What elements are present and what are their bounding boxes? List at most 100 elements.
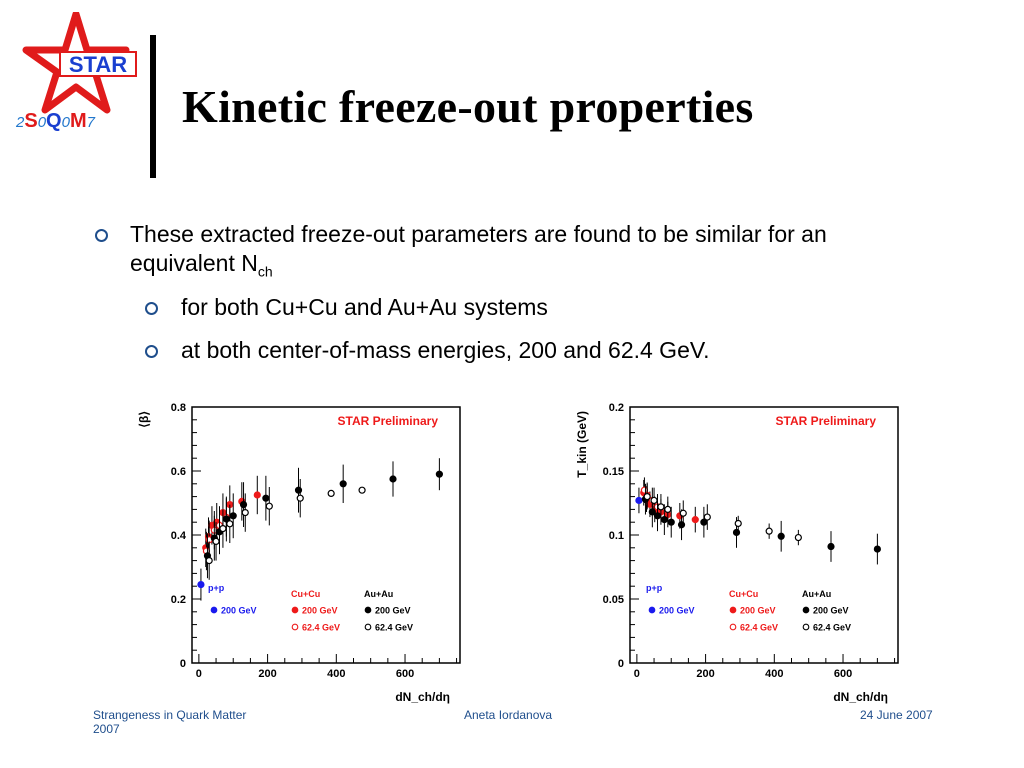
data-point [219, 525, 227, 533]
data-point [262, 494, 270, 502]
bullet-ring-icon [145, 345, 158, 358]
x-axis-label: dN_ch/dη [395, 690, 450, 704]
y-tick-label: 0.4 [171, 530, 187, 542]
data-point [241, 508, 249, 517]
legend-marker [802, 623, 810, 631]
x-tick-label: 0 [634, 668, 640, 680]
data-point [205, 557, 213, 565]
y-axis-label: T_kin (GeV) [575, 411, 589, 478]
y-tick-label: 0.8 [171, 402, 186, 414]
x-tick-label: 0 [196, 668, 202, 680]
y-tick-label: 0.2 [171, 594, 186, 606]
chart-title: STAR Preliminary [338, 414, 439, 428]
legend-label: 62.4 GeV [813, 623, 851, 633]
legend-group-label: Au+Au [802, 589, 831, 599]
data-point [212, 537, 220, 545]
data-point [691, 516, 699, 524]
data-point [296, 494, 304, 502]
data-point [339, 480, 347, 488]
data-point [358, 486, 366, 494]
sub-bullet-text: at both center-of-mass energies, 200 and… [181, 337, 710, 363]
title-divider [150, 35, 156, 178]
data-point [827, 542, 835, 551]
legend-marker [291, 623, 299, 631]
y-tick-label: 0.15 [603, 466, 624, 478]
slide-title: Kinetic freeze-out properties [182, 81, 754, 132]
x-axis-label: dN_ch/dη [833, 690, 888, 704]
data-point [657, 503, 665, 511]
legend-marker [364, 623, 372, 631]
legend-marker [648, 606, 656, 614]
y-tick-label: 0.1 [609, 530, 624, 542]
conference-logo-text: 2S0Q0M7 [16, 110, 95, 132]
data-point [667, 518, 675, 526]
legend-group-label: p+p [208, 583, 225, 593]
data-point [643, 492, 651, 501]
data-point [777, 532, 785, 540]
star-logo-icon: STAR [22, 10, 137, 114]
legend-label: 200 GeV [659, 606, 695, 616]
bullet-item: These extracted freeze-out parameters ar… [95, 220, 935, 287]
legend-group-label: Au+Au [364, 589, 393, 599]
data-point [229, 512, 237, 520]
bullet-ring-icon [145, 302, 158, 315]
sub-bullet-text: for both Cu+Cu and Au+Au systems [181, 294, 548, 320]
footer-author: Aneta Iordanova [464, 708, 553, 722]
footer-date: 24 June 2007 [860, 708, 933, 722]
sub-bullet-item: at both center-of-mass energies, 200 and… [145, 336, 925, 365]
y-tick-label: 0.2 [609, 402, 624, 414]
legend-marker [729, 606, 737, 614]
data-point [660, 516, 668, 524]
legend-marker [364, 606, 372, 614]
legend-marker [210, 606, 218, 614]
legend-group-label: p+p [646, 583, 663, 593]
legend-marker [729, 623, 737, 631]
legend-group-label: Cu+Cu [291, 589, 320, 599]
data-point [635, 496, 643, 505]
data-point [794, 533, 802, 542]
star-logo: STAR [14, 10, 144, 142]
footer-conference: Strangeness in Quark Matter 2007 [93, 708, 247, 736]
logo-star-text: STAR [69, 52, 127, 77]
data-point [253, 491, 261, 499]
legend-label: 200 GeV [740, 606, 776, 616]
data-point [327, 489, 335, 498]
data-point [435, 470, 443, 478]
legend-label: 200 GeV [302, 606, 338, 616]
data-point [703, 513, 711, 521]
x-tick-label: 400 [327, 668, 345, 680]
x-tick-label: 200 [258, 668, 276, 680]
legend-label: 62.4 GeV [740, 623, 778, 633]
beta-chart: 0 0.2 0.4 0.6 0.8 0 200 400 600 STAR Preliminary d… [137, 402, 461, 704]
bullet-ring-icon [95, 229, 108, 242]
sub-bullet-item: for both Cu+Cu and Au+Au systems [145, 293, 925, 322]
y-tick-label: 0.05 [603, 594, 624, 606]
data-point [265, 502, 273, 510]
legend-marker [802, 606, 810, 614]
y-tick-label: 0 [180, 658, 186, 670]
chart-title: STAR Preliminary [776, 414, 877, 428]
data-point [734, 519, 742, 528]
y-tick-label: 0.6 [171, 466, 186, 478]
legend-label: 62.4 GeV [302, 623, 340, 633]
x-tick-label: 200 [696, 668, 714, 680]
x-tick-label: 600 [396, 668, 414, 680]
legend-label: 62.4 GeV [375, 623, 413, 633]
bullet-subscript: ch [257, 263, 273, 280]
tkin-chart: 0 0.05 0.1 0.15 0.2 0 200 400 600 STAR Preliminar… [575, 402, 899, 704]
legend-label: 200 GeV [221, 606, 257, 616]
data-point [664, 505, 672, 514]
data-point [197, 581, 205, 589]
y-tick-label: 0 [618, 658, 624, 670]
legend-label: 200 GeV [813, 606, 849, 616]
data-point [653, 512, 662, 520]
legend-marker [291, 606, 299, 614]
data-point [873, 545, 881, 553]
data-point [389, 475, 397, 483]
legend-label: 200 GeV [375, 606, 411, 616]
y-axis-label: ⟨β⟩ [137, 411, 151, 428]
data-point [226, 520, 234, 528]
data-point [650, 496, 658, 505]
bullet-text: These extracted freeze-out parameters ar… [130, 221, 827, 276]
legend-group-label: Cu+Cu [729, 589, 758, 599]
